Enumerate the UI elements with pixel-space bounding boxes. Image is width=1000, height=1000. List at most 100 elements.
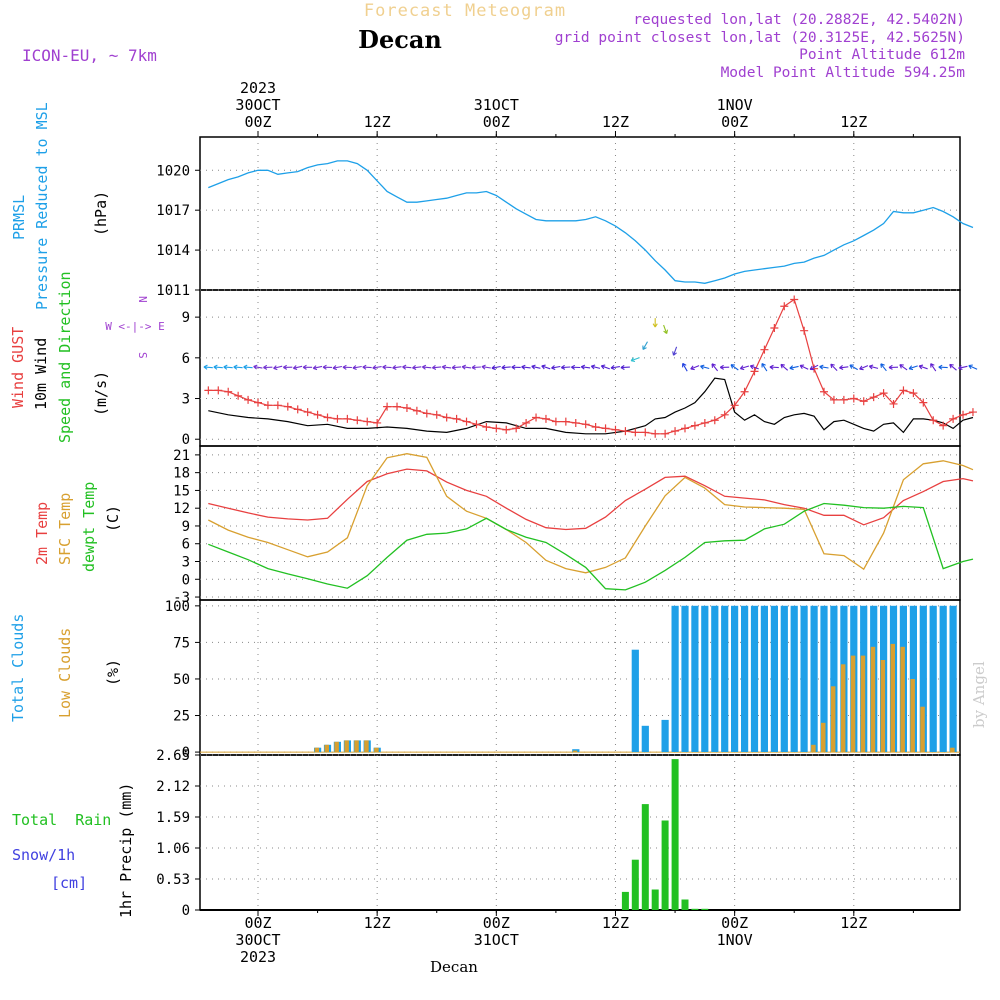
wind-10m-label: 10m Wind [32,338,50,410]
wind-gust-marker [402,404,411,413]
wind-direction-arrow [273,365,283,371]
wind-gust-marker [889,399,898,408]
rain-bar [681,899,689,910]
y-tick-label: 1.59 [156,810,190,826]
wind-direction-arrow [769,364,779,370]
low-cloud-bar [890,643,895,753]
wind-direction-arrow [421,364,432,370]
bottom-time-label: 00Z [483,914,510,932]
wind-gust-marker [740,387,749,396]
total-cloud-bar [810,605,818,752]
y-tick-label: -3 [173,590,190,606]
wind-gust-marker [820,387,829,396]
wind-direction-arrow [302,364,313,370]
wind-gust-marker [621,427,630,436]
wind-direction-arrow [949,363,957,371]
total-cloud-bar [820,605,828,752]
y-tick-label: 15 [173,483,190,499]
wind-gust-marker [899,386,908,395]
y-tick-label: 25 [173,709,190,725]
total-cloud-bar [661,719,669,753]
temp-2m-line [208,468,974,531]
total-cloud-bar [929,605,937,752]
wind-gust-marker [770,323,779,332]
wind-gust-marker [700,418,709,427]
wind-direction-arrow [501,364,511,370]
wind-gust-marker [859,397,868,406]
top-time-label: 12Z [602,113,629,131]
wind-gust-marker [214,386,223,395]
wind-direction-arrow [918,364,928,370]
low-cloud-bar [354,740,359,753]
total-cloud-bar [770,605,778,752]
total-cloud-bar [641,725,649,753]
wind-direction-arrow [749,364,759,370]
wind-gust-marker [720,410,729,419]
wind-gust-marker [224,387,233,396]
wind-direction-arrow [839,364,849,371]
cloud-units: (%) [104,659,122,686]
low-cloud-bar [344,740,349,753]
wind-direction-arrow [682,362,688,372]
wind-direction-arrow [968,364,978,370]
wind-direction-arrow [342,364,352,370]
top-time-label: 12Z [840,113,867,131]
snow-label: Snow/1h [12,846,75,864]
wind-direction-arrow [809,364,819,371]
y-tick-label: 18 [173,466,190,482]
wind-gust-marker [651,429,660,438]
wind-direction-arrow [780,363,789,371]
wind-direction-arrow [283,364,293,370]
wind-gust-marker [254,398,262,407]
low-cloud-bar [840,664,846,752]
total-cloud-bar [691,605,699,752]
bottom-time-label: 30OCT [235,931,280,949]
wind-gust-marker [879,389,888,398]
bottom-time-label: 31OCT [474,931,519,949]
wind-direction-arrow [700,364,710,370]
wind-direction-arrow [451,364,462,370]
bottom-time-label: 00Z [721,914,748,932]
temp-dewpt-line [208,502,974,591]
wind-direction-arrow [830,363,838,371]
y-tick-label: 2.12 [156,779,190,795]
wind-direction-arrow [620,364,630,370]
rain-bar [641,804,649,910]
wind-gust-marker [313,410,322,419]
wind-gust-marker [343,414,352,423]
bottom-time-label: 00Z [244,914,271,932]
compass-south: S [136,352,149,359]
wind-direction-arrow [761,363,768,372]
precip-units: 1hr Precip (mm) [117,783,135,918]
total-cloud-bar [830,605,838,752]
product-title: Forecast Meteogram [364,1,566,21]
requested-coords: requested lon,lat (20.2882E, 42.5402N) [633,12,965,28]
wind-direction-arrow [690,365,700,371]
low-cloud-bar [870,646,876,753]
wind-gust-marker [303,408,312,417]
panel-frame-5 [199,754,961,911]
rain-bar [701,908,709,910]
wind-direction-arrow [849,364,858,371]
wind-direction-arrow [213,364,223,370]
panel-frame-1 [199,136,961,291]
chart-marks [200,160,978,911]
y-tick-label: 9 [182,519,190,535]
compass-north: N [136,296,149,303]
wind-direction-arrow [253,364,263,370]
wind-gust-marker [283,402,292,411]
wind-direction-arrow [233,364,243,370]
low-cloud-bar [572,750,578,753]
wind-gust-marker [383,402,392,411]
total-cloud-bar [800,605,808,752]
low-cloud-bar [830,686,836,753]
y-tick-label: 0 [182,432,190,448]
wind-gust-marker [949,414,958,423]
wind-gust-marker [929,416,938,425]
low-cloud-bar [860,655,866,753]
wind-direction-arrow [663,324,669,335]
point-altitude: Point Altitude 612m [799,47,965,63]
wind-gust-marker [839,395,848,404]
wind-gust-marker [472,420,481,429]
